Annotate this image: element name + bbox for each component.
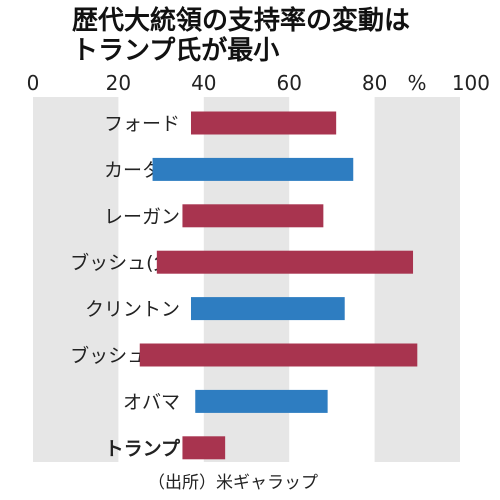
bar-3 <box>182 204 324 228</box>
bar-6 <box>139 343 418 367</box>
x-tick-label-20: 20 <box>106 71 131 95</box>
category-label-7: オバマ <box>123 391 180 413</box>
bar-7 <box>195 389 328 413</box>
chart-title-line-1: 歴代大統領の支持率の変動は <box>72 6 411 36</box>
bar-1 <box>190 111 337 135</box>
category-label-1: フォード <box>104 113 180 135</box>
source-note: （出所）米ギャラップ <box>148 473 318 493</box>
category-label-5: クリントン <box>85 299 180 321</box>
x-tick-label-80: 80 <box>362 71 387 95</box>
background-band-1 <box>33 97 119 462</box>
category-label-8: トランプ <box>105 437 181 460</box>
x-tick-label-60: 60 <box>276 71 301 95</box>
x-tick-label-0: 0 <box>27 71 40 95</box>
chart-title-line-2: トランプ氏が最小 <box>72 36 280 66</box>
background-band-3 <box>374 97 460 462</box>
category-label-4: ブッシュ(父) <box>70 251 180 274</box>
bar-2 <box>152 157 354 181</box>
chart-title: 歴代大統領の支持率の変動は トランプ氏が最小 <box>72 6 492 66</box>
range-bars <box>139 111 418 460</box>
bar-4 <box>156 250 414 274</box>
x-tick-label-40: 40 <box>191 71 216 95</box>
bar-5 <box>190 297 345 321</box>
x-tick-label-100: 100 <box>452 71 490 95</box>
bar-8 <box>182 436 226 460</box>
x-axis-unit-label: % <box>407 71 426 95</box>
category-label-3: レーガン <box>104 206 180 228</box>
x-axis-tick-labels: 0 20 40 60 80 100 <box>27 71 490 95</box>
